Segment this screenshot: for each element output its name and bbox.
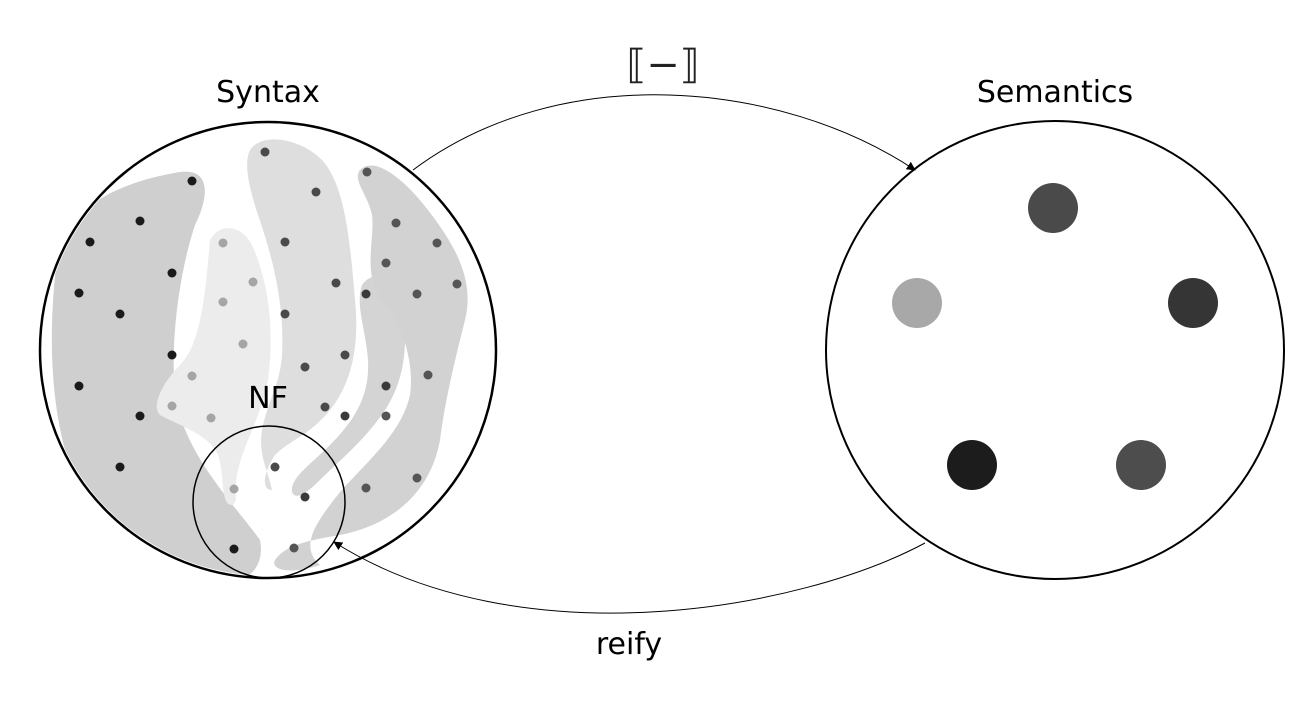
term-class-region-narrow [291,276,405,496]
term-dot [300,362,310,372]
term-dot [74,381,84,391]
term-dot [187,176,197,186]
term-dot [362,167,372,177]
semantics-circle [825,120,1285,580]
term-dot [218,297,228,307]
reify-arrow [333,541,926,614]
syntax-terms [74,147,462,554]
term-dot [238,339,248,349]
normal-forms-circle [192,425,346,579]
term-dot [115,462,125,472]
term-dot [432,238,442,248]
semantic-values [892,183,1218,490]
term-dot [320,402,330,412]
semantic-value-dot [892,278,942,328]
term-class-region-light [156,228,271,505]
term-dot [167,350,177,360]
term-dot [74,288,84,298]
term-dot [331,278,341,288]
term-dot [229,544,239,554]
term-dot [218,238,228,248]
term-dot [452,279,462,289]
term-dot [167,401,177,411]
term-dot [300,492,310,502]
term-dot [381,381,391,391]
term-dot [381,411,391,421]
term-dot [167,268,177,278]
term-dot [340,411,350,421]
term-dot [280,237,290,247]
normal-forms-label: NF [248,381,288,416]
interpretation-arrow [412,94,916,171]
term-dot [280,309,290,319]
term-dot [260,147,270,157]
semantics-label: Semantics [977,75,1133,110]
term-class-region-right [274,165,468,571]
syntax-label: Syntax [216,75,320,110]
term-dot [412,289,422,299]
reify-label: reify [596,627,662,662]
term-dot [229,484,239,494]
term-dot [206,413,216,423]
syntax-term-classes [51,139,468,576]
term-dot [248,277,258,287]
semantic-value-dot [947,440,997,490]
term-dot [187,371,197,381]
semantic-value-dot [1028,183,1078,233]
term-dot [115,309,125,319]
term-dot [412,473,422,483]
term-dot [361,483,371,493]
term-dot [270,462,280,472]
term-dot [423,370,433,380]
term-dot [85,237,95,247]
term-dot [311,187,321,197]
term-dot [135,216,145,226]
term-class-region-dark [51,171,261,576]
term-dot [391,218,401,228]
term-dot [289,543,299,553]
semantic-value-dot [1168,278,1218,328]
term-dot [135,411,145,421]
semantic-value-dot [1116,440,1166,490]
term-dot [340,350,350,360]
term-class-region-mid [247,139,357,490]
term-dot [361,289,371,299]
interpretation-label: ⟦−⟧ [626,42,699,88]
term-dot [381,258,391,268]
